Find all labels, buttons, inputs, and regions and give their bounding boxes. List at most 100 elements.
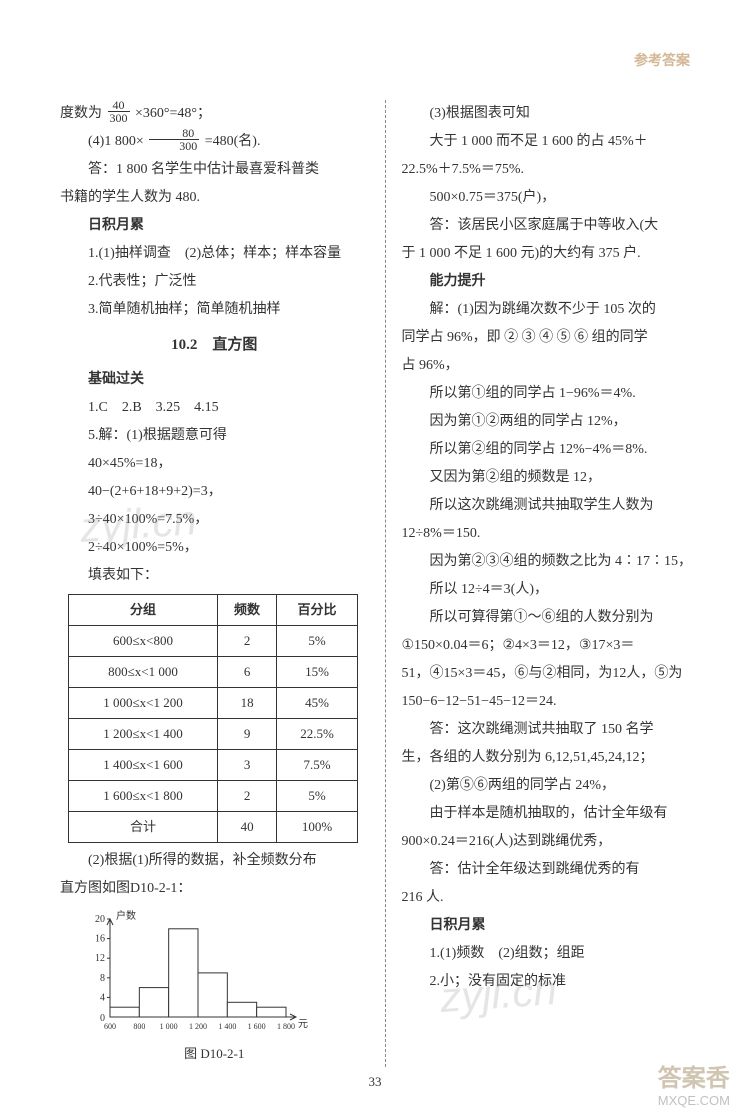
- table-cell: 18: [218, 688, 277, 719]
- svg-text:20: 20: [95, 914, 105, 925]
- table-cell: 45%: [277, 688, 358, 719]
- table-cell: 9: [218, 719, 277, 750]
- table-cell: 1 000≤x<1 200: [69, 688, 218, 719]
- text-line: 3÷40×100%=7.5%，: [60, 506, 369, 534]
- text-line: 于 1 000 不足 1 600 元)的大约有 375 户.: [402, 240, 711, 268]
- text-line: 书籍的学生人数为 480.: [60, 184, 369, 212]
- table-cell: 15%: [277, 657, 358, 688]
- svg-text:元: 元: [298, 1019, 308, 1030]
- text-line: 解：(1)因为跳绳次数不少于 105 次的: [402, 296, 711, 324]
- page: 参考答案 zyjl.cn zyjl.cn 度数为 40 300 ×360°=48…: [0, 0, 750, 1120]
- text-line: 900×0.24＝216(人)达到跳绳优秀，: [402, 828, 711, 856]
- text-line: 5.解：(1)根据题意可得: [60, 422, 369, 450]
- svg-text:1 800: 1 800: [277, 1022, 295, 1031]
- svg-text:16: 16: [95, 934, 105, 945]
- text-line: (4)1 800× 80 300 =480(名).: [60, 128, 369, 156]
- table-row: 800≤x<1 000615%: [69, 657, 358, 688]
- table-cell: 1 600≤x<1 800: [69, 781, 218, 812]
- right-column: (3)根据图表可知 大于 1 000 而不足 1 600 的占 45%＋ 22.…: [386, 100, 711, 1067]
- text-line: 1.C 2.B 3.25 4.15: [60, 394, 369, 422]
- text-line: 生，各组的人数分别为 6,12,51,45,24,12；: [402, 744, 711, 772]
- text: ×360°=48°；: [135, 106, 211, 121]
- table-cell: 5%: [277, 626, 358, 657]
- table-row: 1 200≤x<1 400922.5%: [69, 719, 358, 750]
- svg-text:1 400: 1 400: [218, 1022, 236, 1031]
- text-line: 2.代表性；广泛性: [60, 268, 369, 296]
- text-line: 占 96%，: [402, 352, 711, 380]
- text-line: 2÷40×100%=5%，: [60, 534, 369, 562]
- svg-text:12: 12: [95, 953, 105, 964]
- page-header-title: 参考答案: [634, 50, 690, 70]
- brand-logo-text: 答案㕿: [658, 1065, 730, 1092]
- text-line: 所以第①组的同学占 1−96%＝4%.: [402, 380, 711, 408]
- table-cell: 2: [218, 626, 277, 657]
- table-header: 分组: [69, 595, 218, 626]
- text: =480(名).: [205, 134, 261, 149]
- histogram-chart: 48121620户数元6008001 0001 2001 4001 6001 8…: [80, 909, 310, 1039]
- svg-text:600: 600: [104, 1022, 116, 1031]
- text-line: 12÷8%＝150.: [402, 520, 711, 548]
- text-line: 1.(1)抽样调查 (2)总体；样本；样本容量: [60, 240, 369, 268]
- table-row: 1 600≤x<1 80025%: [69, 781, 358, 812]
- text-line: (2)根据(1)所得的数据，补全频数分布: [60, 847, 369, 875]
- table-cell: 22.5%: [277, 719, 358, 750]
- text-line: 又因为第②组的频数是 12，: [402, 464, 711, 492]
- text-line: 由于样本是随机抽取的，估计全年级有: [402, 800, 711, 828]
- text-line: 答：1 800 名学生中估计最喜爱科普类: [60, 156, 369, 184]
- svg-text:4: 4: [100, 992, 105, 1003]
- table-cell: 3: [218, 750, 277, 781]
- histogram-svg: 48121620户数元6008001 0001 2001 4001 6001 8…: [80, 909, 310, 1039]
- subsection-heading: 日积月累: [60, 212, 369, 240]
- table-row: 600≤x<80025%: [69, 626, 358, 657]
- table-cell: 100%: [277, 812, 358, 843]
- table-cell: 合计: [69, 812, 218, 843]
- text-line: 因为第②③④组的频数之比为 4∶17∶15，: [402, 548, 711, 576]
- table-row: 1 000≤x<1 2001845%: [69, 688, 358, 719]
- text-line: (3)根据图表可知: [402, 100, 711, 128]
- text-line: 3.简单随机抽样；简单随机抽样: [60, 296, 369, 324]
- brand-site: MXQE.COM: [658, 1093, 730, 1108]
- text-line: ①150×0.04＝6；②4×3＝12，③17×3＝: [402, 632, 711, 660]
- svg-text:800: 800: [133, 1022, 145, 1031]
- text-line: (2)第⑤⑥两组的同学占 24%，: [402, 772, 711, 800]
- table-cell: 600≤x<800: [69, 626, 218, 657]
- corner-branding: 答案㕿 MXQE.COM: [658, 1058, 730, 1108]
- text-line: 度数为 40 300 ×360°=48°；: [60, 100, 369, 128]
- text-line: 1.(1)频数 (2)组数；组距: [402, 940, 711, 968]
- text-line: 40−(2+6+18+9+2)=3，: [60, 478, 369, 506]
- text-line: 40×45%=18，: [60, 450, 369, 478]
- frequency-table: 分组 频数 百分比 600≤x<80025%800≤x<1 000615%1 0…: [68, 594, 358, 843]
- text-line: 所以这次跳绳测试共抽取学生人数为: [402, 492, 711, 520]
- table-cell: 6: [218, 657, 277, 688]
- svg-text:0: 0: [100, 1013, 105, 1024]
- text-line: 216 人.: [402, 884, 711, 912]
- text-line: 51，④15×3＝45，⑥与②相同，为12人，⑤为: [402, 660, 711, 688]
- table-row: 合计40100%: [69, 812, 358, 843]
- table-header-row: 分组 频数 百分比: [69, 595, 358, 626]
- text-line: 答：该居民小区家庭属于中等收入(大: [402, 212, 711, 240]
- svg-text:户数: 户数: [116, 909, 136, 922]
- table-cell: 1 200≤x<1 400: [69, 719, 218, 750]
- fraction: 80 300: [149, 127, 199, 152]
- text-line: 所以 12÷4＝3(人)，: [402, 576, 711, 604]
- table-cell: 800≤x<1 000: [69, 657, 218, 688]
- svg-text:1 600: 1 600: [248, 1022, 266, 1031]
- text-line: 所以可算得第①～⑥组的人数分别为: [402, 604, 711, 632]
- table-cell: 1 400≤x<1 600: [69, 750, 218, 781]
- text-line: 22.5%＋7.5%＝75%.: [402, 156, 711, 184]
- denominator: 300: [149, 140, 199, 152]
- table-row: 1 400≤x<1 60037.5%: [69, 750, 358, 781]
- text-line: 因为第①②两组的同学占 12%，: [402, 408, 711, 436]
- left-column: 度数为 40 300 ×360°=48°； (4)1 800× 80 300 =…: [60, 100, 385, 1067]
- table-cell: 2: [218, 781, 277, 812]
- text-line: 直方图如图D10-2-1：: [60, 875, 369, 903]
- svg-text:1 200: 1 200: [189, 1022, 207, 1031]
- text-line: 大于 1 000 而不足 1 600 的占 45%＋: [402, 128, 711, 156]
- denominator: 300: [108, 112, 130, 124]
- page-number: 33: [0, 1074, 750, 1090]
- table-header: 百分比: [277, 595, 358, 626]
- table-header: 频数: [218, 595, 277, 626]
- text: 度数为: [60, 106, 102, 121]
- svg-text:8: 8: [100, 973, 105, 984]
- fraction: 40 300: [108, 99, 130, 124]
